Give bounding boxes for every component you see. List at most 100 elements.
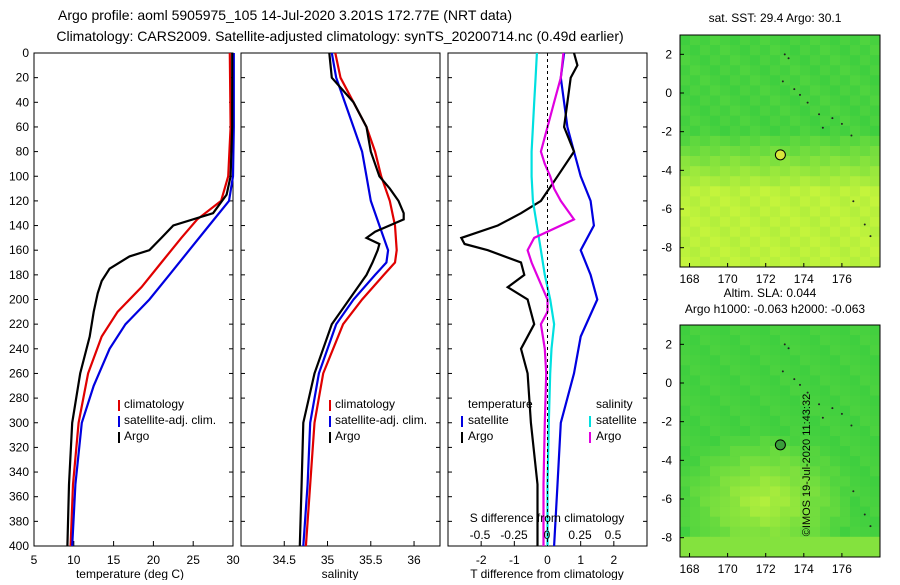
- map-cell: [840, 436, 851, 447]
- map-cell: [790, 216, 801, 227]
- map-cell: [810, 125, 821, 137]
- map-cell: [800, 335, 811, 346]
- map-cell: [680, 405, 691, 417]
- map-cell: [750, 186, 761, 197]
- map-cell: [720, 355, 731, 366]
- map-cell: [870, 55, 881, 66]
- map-cell: [680, 146, 691, 157]
- map-cell: [770, 95, 781, 106]
- map-cell: [750, 365, 761, 376]
- map-cell: [730, 466, 741, 477]
- map-cell: [790, 186, 801, 197]
- map-cell: [680, 365, 691, 376]
- depth-tick-label: 260: [9, 366, 29, 380]
- map-cell: [780, 105, 791, 116]
- map-cell: [680, 206, 691, 217]
- map-cell: [710, 45, 721, 56]
- map-cell: [730, 325, 741, 336]
- map-cell: [850, 186, 861, 197]
- map-cell: [860, 45, 871, 56]
- map-cell: [850, 216, 861, 227]
- map-cell: [850, 246, 861, 258]
- map-cell: [710, 385, 721, 396]
- map-cell: [750, 446, 761, 457]
- map-cell: [680, 486, 691, 497]
- map-cell: [860, 365, 871, 376]
- map-cell: [810, 236, 821, 248]
- map-cell: [860, 186, 871, 197]
- map-cell: [850, 196, 861, 207]
- x-tick-label: 20: [147, 553, 161, 567]
- map-cell: [690, 436, 701, 447]
- map-cell: [770, 45, 781, 56]
- map-cell: [770, 35, 781, 46]
- map-cell: [720, 526, 731, 538]
- map-cell: [830, 256, 841, 268]
- map-cell: [830, 385, 841, 396]
- map-cell: [700, 415, 711, 427]
- map-cell: [770, 425, 781, 437]
- map-cell: [860, 206, 871, 217]
- lat-tick-label: -6: [661, 492, 672, 506]
- island-marker: [793, 378, 796, 381]
- map-cell: [760, 166, 771, 177]
- lon-tick-label: 176: [832, 562, 852, 576]
- map-cell: [840, 516, 851, 528]
- map-cell: [710, 85, 721, 96]
- island-marker: [840, 412, 843, 415]
- depth-tick-label: 140: [9, 219, 29, 233]
- map-cell: [720, 55, 731, 66]
- map-cell: [750, 206, 761, 217]
- map-cell: [680, 45, 691, 56]
- map-cell: [810, 345, 821, 356]
- depth-tick-label: 120: [9, 194, 29, 208]
- map-cell: [860, 95, 871, 106]
- map-cell: [720, 415, 731, 427]
- map-cell: [870, 546, 881, 558]
- x-tick-label: 1: [577, 553, 584, 567]
- map-cell: [730, 216, 741, 227]
- sla-map-panel: Altim. SLA: 0.044 Argo h1000: -0.063 h20…: [661, 286, 881, 576]
- map-cell: [740, 85, 751, 96]
- map-cell: [840, 355, 851, 366]
- map-cell: [750, 256, 761, 268]
- legend-argo-label: Argo: [335, 429, 361, 443]
- map-cell: [720, 405, 731, 417]
- map-cell: [720, 506, 731, 517]
- map-cell: [770, 55, 781, 66]
- map-cell: [840, 536, 851, 548]
- map-cell: [710, 355, 721, 366]
- map-cell: [710, 335, 721, 346]
- map-cell: [710, 256, 721, 268]
- map-cell: [700, 226, 711, 238]
- map-cell: [850, 206, 861, 217]
- map-cell: [830, 226, 841, 238]
- map-cell: [850, 75, 861, 86]
- island-marker: [781, 370, 784, 373]
- map-cell: [860, 146, 871, 157]
- map-cell: [820, 385, 831, 396]
- map-cell: [750, 375, 761, 386]
- map-cell: [780, 345, 791, 356]
- map-cell: [710, 216, 721, 227]
- map-cell: [800, 196, 811, 207]
- map-cell: [700, 45, 711, 56]
- map-cell: [750, 95, 761, 106]
- map-cell: [750, 516, 761, 528]
- map-cell: [740, 345, 751, 356]
- salinity-x-axis: 34.5 35 35.5 36: [241, 52, 440, 567]
- map-cell: [870, 335, 881, 346]
- map-cell: [850, 345, 861, 356]
- map-cell: [790, 436, 801, 447]
- map-cell: [860, 75, 871, 86]
- map-cell: [810, 546, 821, 558]
- depth-tick-label: 60: [16, 120, 30, 134]
- map-cell: [730, 506, 741, 517]
- island-marker: [850, 424, 853, 427]
- map-cell: [800, 186, 811, 197]
- map-cell: [680, 415, 691, 427]
- map-cell: [730, 65, 741, 76]
- map-cell: [700, 236, 711, 248]
- map-cell: [770, 375, 781, 386]
- map-cell: [750, 45, 761, 56]
